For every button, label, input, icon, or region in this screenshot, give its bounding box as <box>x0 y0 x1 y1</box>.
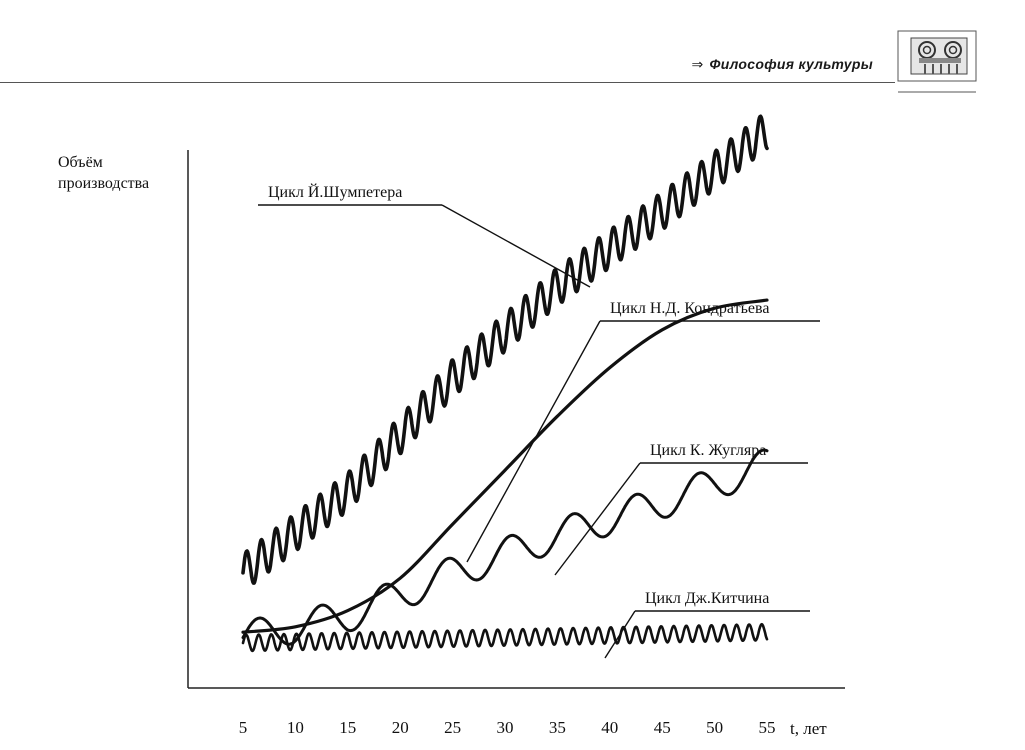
header-title: ⇒ Философия культуры <box>691 56 873 73</box>
leader-line <box>604 610 636 659</box>
x-tick-label: 55 <box>759 718 776 737</box>
header-rule <box>0 82 895 83</box>
series-label: Цикл Н.Д. Кондратьева <box>610 300 769 317</box>
x-tick-label: 40 <box>601 718 618 737</box>
series-labels: Цикл Й.Шумпетера Цикл Н.Д. Кондратьева Цик… <box>268 182 769 607</box>
x-tick-label: 25 <box>444 718 461 737</box>
series-line <box>241 448 769 646</box>
x-tick-label: 50 <box>706 718 723 737</box>
x-tick-label: 30 <box>497 718 514 737</box>
series-label: Цикл Дж.Китчина <box>645 590 769 607</box>
series-lines <box>241 114 769 653</box>
y-axis-label-line2: производства <box>58 175 149 192</box>
x-axis-label: t, лет <box>790 719 827 738</box>
arrow-icon: ⇒ <box>691 56 704 72</box>
series-line <box>241 298 769 634</box>
x-tick-label: 15 <box>339 718 356 737</box>
x-tick-labels: 5 10 15 20 25 30 35 40 45 50 55 <box>239 718 776 737</box>
leader-line <box>466 320 601 563</box>
x-tick-label: 10 <box>287 718 304 737</box>
series-label: Цикл Й.Шумпетера <box>268 182 402 201</box>
series-line <box>241 114 769 585</box>
x-tick-label: 5 <box>239 718 248 737</box>
x-tick-label: 20 <box>392 718 409 737</box>
header-title-text: Философия культуры <box>709 56 873 72</box>
leader-line <box>441 204 591 288</box>
x-tick-label: 35 <box>549 718 566 737</box>
x-tick-label: 45 <box>654 718 671 737</box>
leader-lines <box>258 204 820 659</box>
series-line <box>241 622 769 653</box>
ionic-capital-icon <box>897 30 977 93</box>
leader-line <box>554 462 641 576</box>
y-axis-label-line1: Объём <box>58 154 103 171</box>
series-label: Цикл К. Жугляра <box>650 442 766 459</box>
